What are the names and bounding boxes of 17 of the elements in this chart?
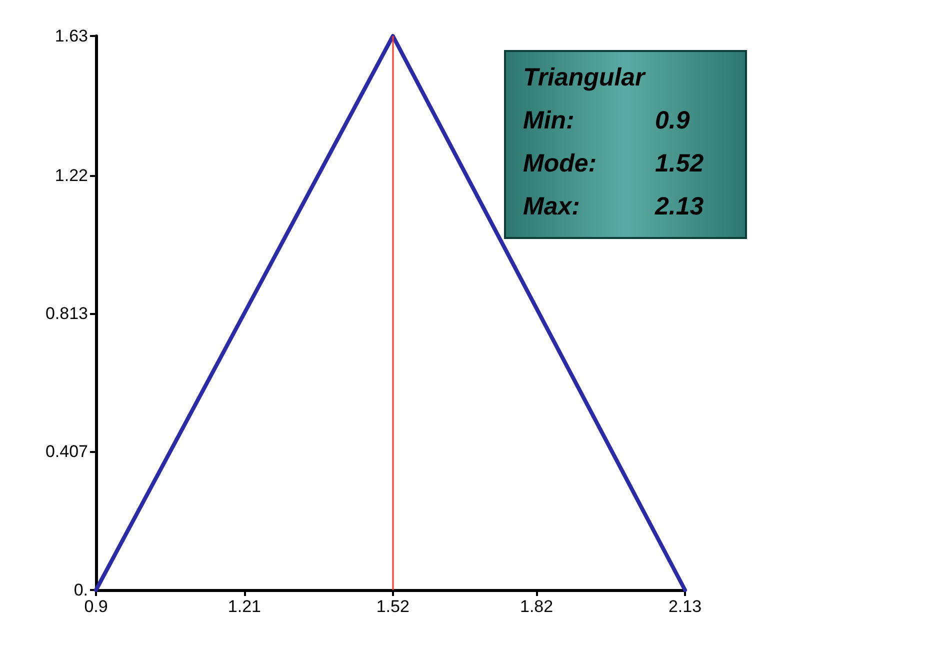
y-tick-label: 1.63: [54, 26, 88, 46]
annotation: Min:: [523, 106, 574, 134]
y-tick-label: 0.813: [45, 304, 88, 324]
y-tick-label: 0.: [74, 580, 88, 600]
x-tick-label: 1.21: [228, 597, 261, 616]
y-tick-label: 1.22: [54, 166, 88, 185]
x-tick-label: 1.52: [376, 597, 410, 616]
annotation: Mode:: [523, 150, 597, 178]
x-tick-label: 0.9: [84, 597, 108, 616]
y-tick-label: 0.407: [45, 442, 88, 462]
annotation: Triangular: [523, 64, 646, 92]
annotation: Max:: [523, 192, 580, 220]
x-tick-label: 1.82: [520, 597, 554, 616]
annotation: 1.52: [655, 150, 704, 178]
annotation: 2.13: [654, 192, 704, 220]
x-tick-label: 2.13: [668, 597, 702, 616]
annotation: 0.9: [655, 106, 690, 134]
